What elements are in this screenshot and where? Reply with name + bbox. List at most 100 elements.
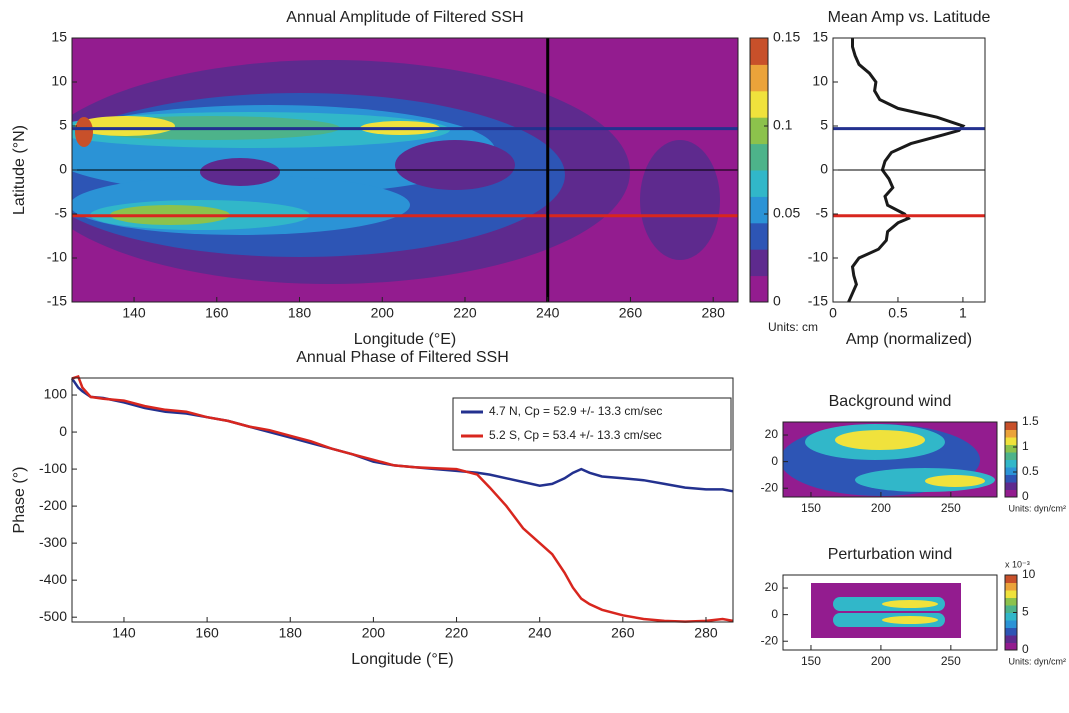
y-tick-label: 0 (59, 161, 67, 177)
y-tick-label: -300 (39, 534, 67, 550)
x-tick-label: 150 (801, 501, 821, 515)
x-tick-label: 0.5 (888, 305, 908, 321)
colorbar-frame (1004, 421, 1018, 498)
y-tick-label: 5 (59, 117, 67, 133)
x-tick-label: 260 (619, 305, 643, 321)
x-tick-label: 1 (959, 305, 967, 321)
colorbar-swatch (1005, 612, 1017, 621)
x-tick-label: 250 (941, 501, 961, 515)
x-axis-label: Longitude (°E) (354, 331, 456, 348)
y-tick-label: -5 (816, 205, 829, 221)
phase-line (71, 374, 734, 623)
colorbar-swatch (1005, 489, 1017, 498)
y-tick-label: 10 (812, 73, 828, 89)
chart-title: Annual Phase of Filtered SSH (296, 349, 509, 366)
colorbar-swatch (1005, 444, 1017, 453)
colorbar-swatch (1005, 582, 1017, 591)
plot-frame (782, 574, 998, 651)
x-tick-label: 200 (362, 625, 386, 641)
colorbar-swatch (1005, 429, 1017, 438)
colorbar-swatch (1005, 575, 1017, 583)
colorbar-swatch (1005, 482, 1017, 490)
colorbar-swatch (750, 170, 768, 197)
plot-frame (782, 421, 998, 498)
colorbar-frame (749, 37, 769, 303)
y-axis-label: Phase (°) (11, 467, 28, 534)
colorbar-tick-label: 0.05 (773, 205, 800, 221)
colorbar-swatch (1005, 635, 1017, 643)
colorbar-swatch (750, 222, 768, 250)
x-tick-label: 220 (445, 625, 469, 641)
colorbar-swatch (750, 117, 768, 145)
colorbar-tick-label: 0 (1022, 642, 1029, 656)
colorbar-tick-label: 1.5 (1022, 414, 1039, 428)
colorbar-swatch (1005, 467, 1017, 475)
units-label: Units: dyn/cm² (1008, 656, 1066, 666)
colorbar-tick-label: 0 (1022, 489, 1029, 503)
x-tick-label: 140 (122, 305, 146, 321)
colorbar-tick-label: 1 (1022, 439, 1029, 453)
chart-title: Background wind (829, 393, 952, 410)
y-tick-label: 15 (51, 29, 67, 45)
colorbar-swatch (750, 64, 768, 92)
y-tick-label: 100 (44, 386, 68, 402)
x-tick-label: 280 (694, 625, 718, 641)
units-label: Units: dyn/cm² (1008, 503, 1066, 513)
x-tick-label: 0 (829, 305, 837, 321)
colorbar-tick-label: 0.5 (1022, 464, 1039, 478)
colorbar-scale-label: x 10⁻³ (1005, 559, 1030, 569)
y-tick-label: -20 (761, 633, 779, 647)
y-tick-label: 0 (820, 161, 828, 177)
colorbar-tick-label: 0.15 (773, 29, 800, 45)
colorbar-swatch (750, 196, 768, 224)
x-tick-label: 220 (453, 305, 477, 321)
x-axis-label: Longitude (°E) (351, 651, 453, 668)
x-tick-label: 200 (871, 501, 891, 515)
chart-title: Perturbation wind (828, 546, 953, 563)
x-tick-label: 140 (112, 625, 136, 641)
y-tick-label: 0 (771, 454, 778, 468)
y-tick-label: -200 (39, 497, 67, 513)
colorbar-swatch (1005, 474, 1017, 483)
background-wind-field (783, 422, 997, 497)
colorbar-swatch (1005, 597, 1017, 606)
legend-label: 4.7 N, Cp = 52.9 +/- 13.3 cm/sec (489, 404, 662, 418)
colorbar-swatch (750, 143, 768, 171)
y-axis-label: Latitude (°N) (11, 125, 28, 215)
x-tick-label: 200 (371, 305, 395, 321)
colorbar-tick-label: 0 (773, 293, 781, 309)
x-axis-label: Amp (normalized) (846, 331, 972, 348)
plot-frame (71, 377, 734, 623)
x-tick-label: 180 (279, 625, 303, 641)
legend-label: 5.2 S, Cp = 53.4 +/- 13.3 cm/sec (489, 428, 662, 442)
y-tick-label: -5 (55, 205, 68, 221)
colorbar-swatch (1005, 590, 1017, 598)
colorbar-swatch (750, 38, 768, 65)
colorbar-swatch (1005, 459, 1017, 468)
y-tick-label: -10 (47, 249, 67, 265)
units-label: Units: cm (768, 320, 818, 334)
y-tick-label: -20 (761, 480, 779, 494)
colorbar-swatch (1005, 437, 1017, 445)
y-tick-label: -15 (47, 293, 67, 309)
chart-title: Annual Amplitude of Filtered SSH (286, 9, 523, 26)
y-tick-label: 15 (812, 29, 828, 45)
chart-title: Mean Amp vs. Latitude (828, 9, 991, 26)
x-tick-label: 240 (528, 625, 552, 641)
y-tick-label: 20 (765, 427, 779, 441)
y-tick-label: 0 (59, 423, 67, 439)
y-tick-label: -15 (808, 293, 828, 309)
colorbar-swatch (1005, 642, 1017, 651)
colorbar-swatch (750, 90, 768, 118)
colorbar-tick-label: 5 (1022, 605, 1029, 619)
colorbar-tick-label: 10 (1022, 567, 1036, 581)
y-tick-label: -100 (39, 460, 67, 476)
colorbar-swatch (750, 249, 768, 277)
x-tick-label: 180 (288, 305, 312, 321)
colorbar-swatch (1005, 620, 1017, 628)
y-tick-label: -400 (39, 571, 67, 587)
y-tick-label: -500 (39, 608, 67, 624)
colorbar-tick-label: 0.1 (773, 117, 793, 133)
legend-box (452, 397, 732, 451)
